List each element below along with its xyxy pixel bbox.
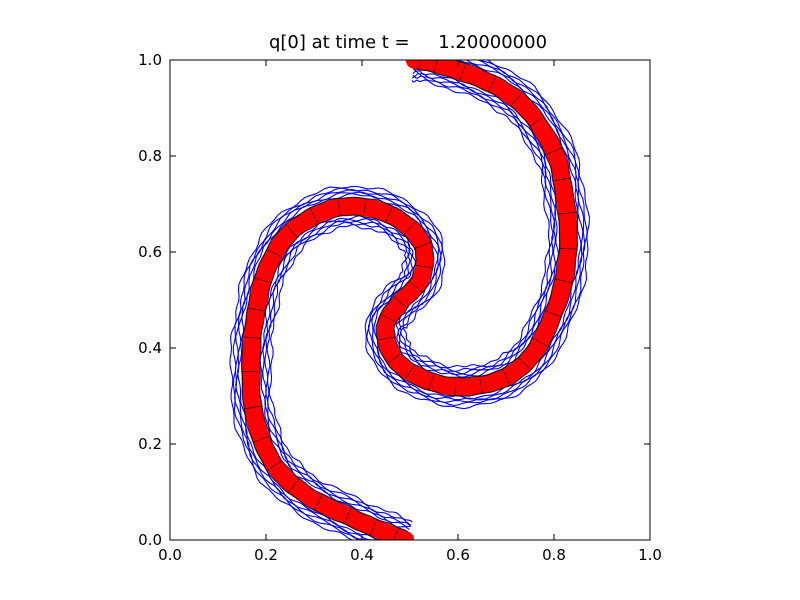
mesh-divider — [243, 336, 262, 339]
mesh-divider — [408, 280, 423, 293]
mesh-divider — [487, 75, 497, 93]
contour-line — [266, 60, 588, 526]
y-tick-label: 0.4 — [138, 339, 162, 357]
mesh-divider — [404, 364, 416, 380]
mesh-divider — [559, 247, 578, 250]
x-tick-label: 0.6 — [446, 546, 470, 564]
x-tick-label: 0.2 — [254, 546, 278, 564]
mesh-divider — [427, 373, 435, 391]
contour-line — [268, 60, 591, 523]
y-tick-label: 0.8 — [138, 147, 162, 165]
mesh-divider — [309, 207, 319, 225]
mesh-divider — [266, 248, 283, 259]
mesh-divider — [557, 211, 576, 215]
mesh-divider — [285, 224, 298, 238]
mesh-divider — [517, 357, 532, 371]
mesh-divider — [510, 92, 523, 107]
mesh-divider — [363, 198, 367, 217]
mesh-divider — [313, 493, 323, 511]
mesh-divider — [529, 115, 545, 128]
chart-title: q[0] at time t = 1.20000000 — [269, 32, 547, 53]
mesh-divider — [454, 377, 457, 396]
axis-ticks: 0.0 0.2 0.4 0.6 0.8 1.0 0.0 0.2 0.4 0.6 0.8 1.0 — [138, 51, 662, 564]
contour-line — [229, 79, 551, 540]
mesh-divider — [501, 368, 511, 386]
plot-area — [229, 60, 591, 540]
mesh-divider — [433, 60, 438, 73]
mesh-divider — [545, 147, 563, 156]
x-tick-label: 1.0 — [638, 546, 662, 564]
mesh-divider — [418, 60, 421, 70]
x-tick-label: 0.0 — [158, 546, 182, 564]
mesh-divider — [478, 376, 484, 394]
mesh-divider — [532, 337, 549, 348]
mesh-divider — [554, 278, 573, 284]
band-edge — [258, 60, 579, 533]
mesh-divider — [247, 307, 266, 312]
mesh-divider — [459, 63, 467, 81]
mesh-divider — [403, 221, 417, 235]
mesh-divider — [393, 296, 408, 309]
mesh-divider — [415, 264, 434, 269]
x-tick-label: 0.8 — [542, 546, 566, 564]
y-tick-label: 1.0 — [138, 51, 162, 69]
y-tick-label: 0.2 — [138, 435, 162, 453]
mesh-divider — [377, 336, 396, 341]
mesh-divider — [337, 198, 342, 217]
mesh-divider — [369, 518, 378, 536]
mesh-divider — [343, 507, 352, 525]
mesh-divider — [386, 352, 402, 365]
contour-line — [234, 72, 556, 540]
contour-line — [235, 70, 557, 540]
mesh-divider — [254, 277, 272, 284]
mesh-divider — [267, 459, 283, 471]
mesh-divider — [552, 177, 571, 182]
y-tick-label: 0.0 — [138, 531, 162, 549]
axes-frame — [169, 59, 651, 541]
mesh-divider — [393, 527, 399, 540]
contour-line — [264, 60, 586, 527]
mesh-divider — [413, 241, 431, 250]
mesh-divider — [252, 435, 270, 443]
mesh-divider — [244, 405, 263, 410]
mesh-divider — [384, 206, 394, 223]
mesh-divider — [380, 313, 397, 323]
y-tick-label: 0.6 — [138, 243, 162, 261]
mesh-divider — [544, 310, 562, 318]
x-tick-label: 0.4 — [350, 546, 374, 564]
mesh-divider — [287, 478, 300, 493]
